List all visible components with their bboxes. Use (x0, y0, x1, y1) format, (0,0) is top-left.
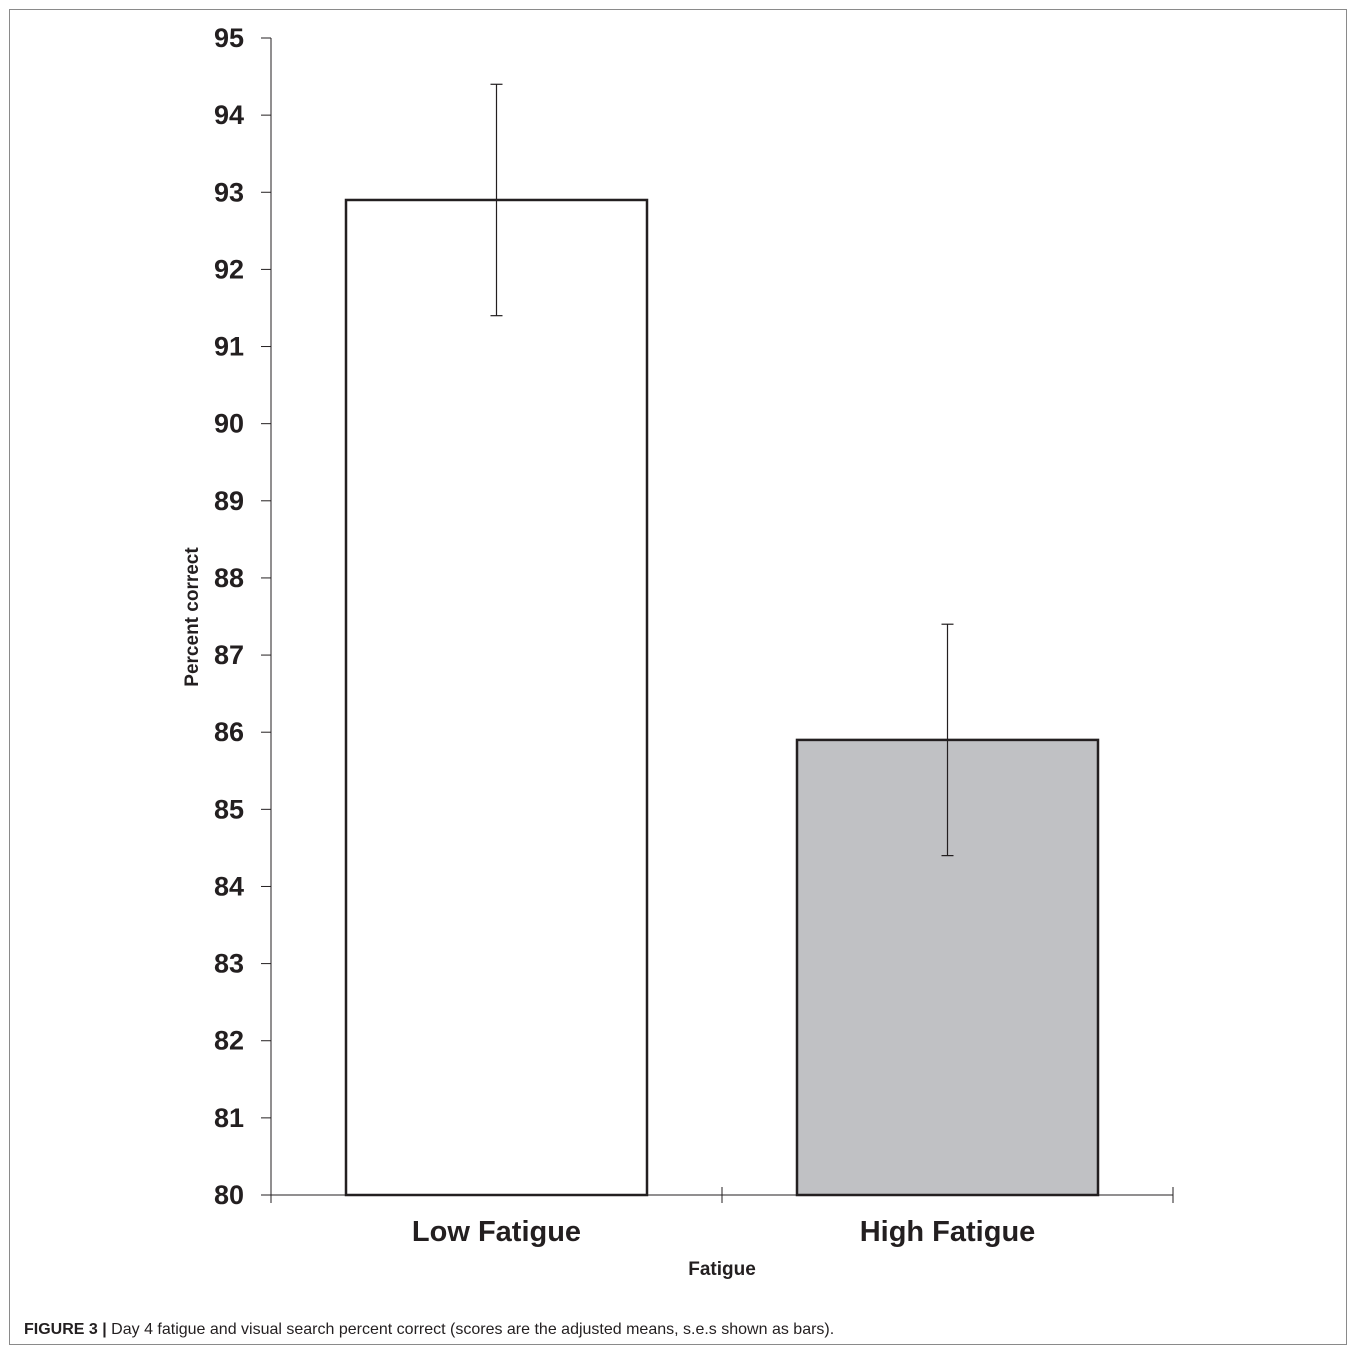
caption-text: Day 4 fatigue and visual search percent … (106, 1321, 835, 1338)
bar-chart: 80 81 82 83 84 85 86 87 88 89 90 91 92 93 94 95 Low Fati… (182, 23, 1174, 1280)
figure-caption: FIGURE 3 | Day 4 fatigue and visual sear… (24, 1321, 834, 1339)
y-tick-label: 90 (214, 409, 244, 439)
y-tick-label: 91 (214, 332, 244, 362)
x-axis-title: Fatigue (688, 1259, 756, 1280)
figure-number: FIGURE 3 | (24, 1321, 107, 1338)
y-tick-label: 85 (214, 794, 244, 824)
y-tick-label: 88 (214, 563, 244, 593)
x-category-label: Low Fatigue (412, 1216, 581, 1248)
y-tick-label: 83 (214, 949, 244, 979)
y-tick-label: 86 (214, 717, 244, 747)
y-tick-label: 84 (214, 871, 244, 901)
y-tick-label: 82 (214, 1026, 244, 1056)
bar (344, 198, 649, 1197)
y-tick-label: 95 (214, 23, 244, 53)
x-category-label: High Fatigue (860, 1216, 1036, 1248)
y-tick-label: 92 (214, 254, 244, 284)
figure-frame (9, 9, 1347, 1345)
y-tick-label: 93 (214, 177, 244, 207)
y-tick-label: 89 (214, 486, 244, 516)
y-axis-title: Percent correct (182, 547, 203, 687)
y-tick-label: 81 (214, 1103, 244, 1133)
y-tick-label: 94 (214, 100, 244, 130)
y-tick-label: 87 (214, 640, 244, 670)
y-tick-label: 80 (214, 1180, 244, 1210)
